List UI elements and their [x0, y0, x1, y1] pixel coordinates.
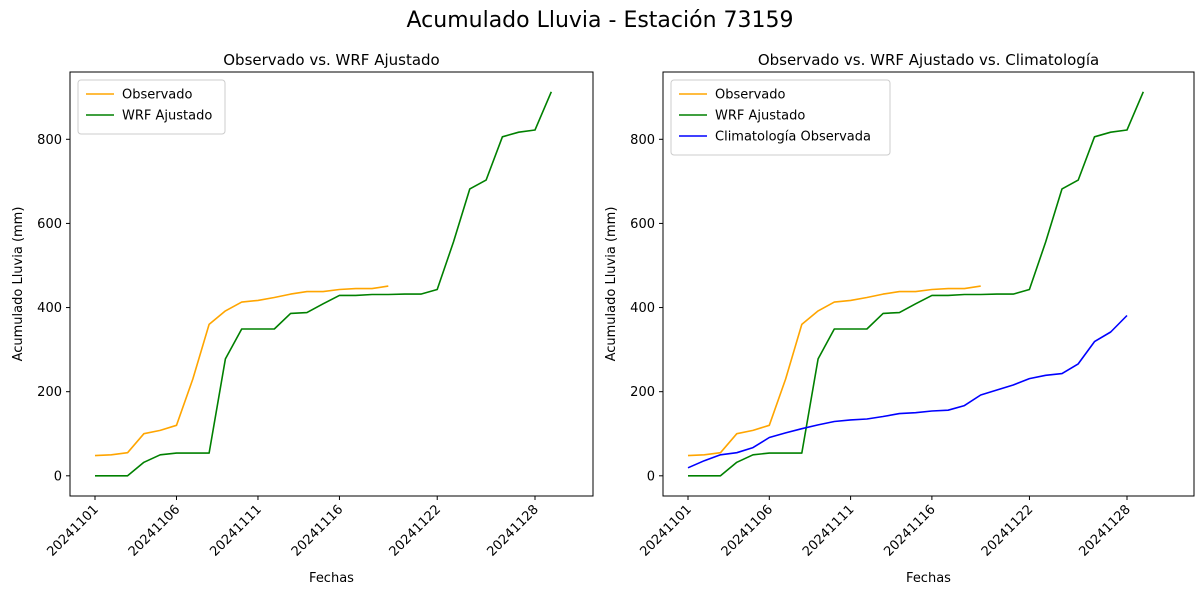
series-line-climatologia-observada: [687, 314, 1128, 469]
y-tick-label: 600: [37, 217, 62, 232]
x-tick-label: 20241111: [207, 502, 264, 559]
legend-label-observado: Observado: [715, 88, 786, 103]
y-tick-label: 200: [630, 385, 655, 400]
y-tick-label: 600: [630, 217, 655, 232]
x-tick-label: 20241101: [637, 502, 694, 559]
x-tick-label: 20241116: [289, 502, 346, 559]
x-tick-label: 20241111: [800, 502, 857, 559]
legend-box: [670, 79, 891, 156]
x-axis-label: Fechas: [906, 571, 951, 586]
series-line-wrf-ajustado: [95, 91, 553, 477]
y-tick-label: 800: [37, 133, 62, 148]
plot-frame: [662, 71, 1195, 497]
chart-title: Observado vs. WRF Ajustado: [223, 51, 439, 69]
series-line-wrf-ajustado: [688, 91, 1145, 477]
x-tick-label: 20241122: [979, 502, 1036, 559]
x-tick-label: 20241106: [126, 502, 183, 559]
series-line-observado: [687, 285, 981, 457]
x-tick-label: 20241116: [881, 502, 938, 559]
x-tick-label: 20241106: [719, 502, 776, 559]
y-axis-label: Acumulado Lluvia (mm): [11, 207, 26, 362]
x-tick-label: 20241128: [484, 502, 541, 559]
x-tick-label: 20241122: [387, 502, 444, 559]
series-line-observado: [94, 285, 389, 457]
y-axis-label: Acumulado Lluvia (mm): [604, 207, 619, 362]
figure-title: Acumulado Lluvia - Estación 73159: [406, 8, 794, 33]
y-tick-label: 400: [37, 301, 62, 316]
x-tick-label: 20241101: [44, 502, 101, 559]
legend-box: [77, 79, 226, 135]
chart-panel-1: Observado vs. WRF Ajustado 0 200 400 600 800 2…: [11, 51, 594, 586]
x-tick-label: 20241128: [1076, 502, 1133, 559]
plot-frame: [69, 71, 594, 497]
chart-panel-2: Observado vs. WRF Ajustado vs. Climatolo…: [604, 51, 1195, 586]
x-axis-label: Fechas: [309, 571, 354, 586]
y-tick-label: 200: [37, 385, 62, 400]
y-tick-label: 0: [54, 469, 62, 484]
chart-title: Observado vs. WRF Ajustado vs. Climatolo…: [758, 51, 1099, 69]
legend-label-climatologia-observada: Climatología Observada: [715, 130, 871, 145]
y-tick-label: 800: [630, 133, 655, 148]
legend-label-wrf-ajustado: WRF Ajustado: [715, 109, 805, 124]
legend-label-wrf-ajustado: WRF Ajustado: [122, 109, 212, 124]
y-tick-label: 0: [647, 469, 655, 484]
y-tick-label: 400: [630, 301, 655, 316]
legend-label-observado: Observado: [122, 88, 193, 103]
